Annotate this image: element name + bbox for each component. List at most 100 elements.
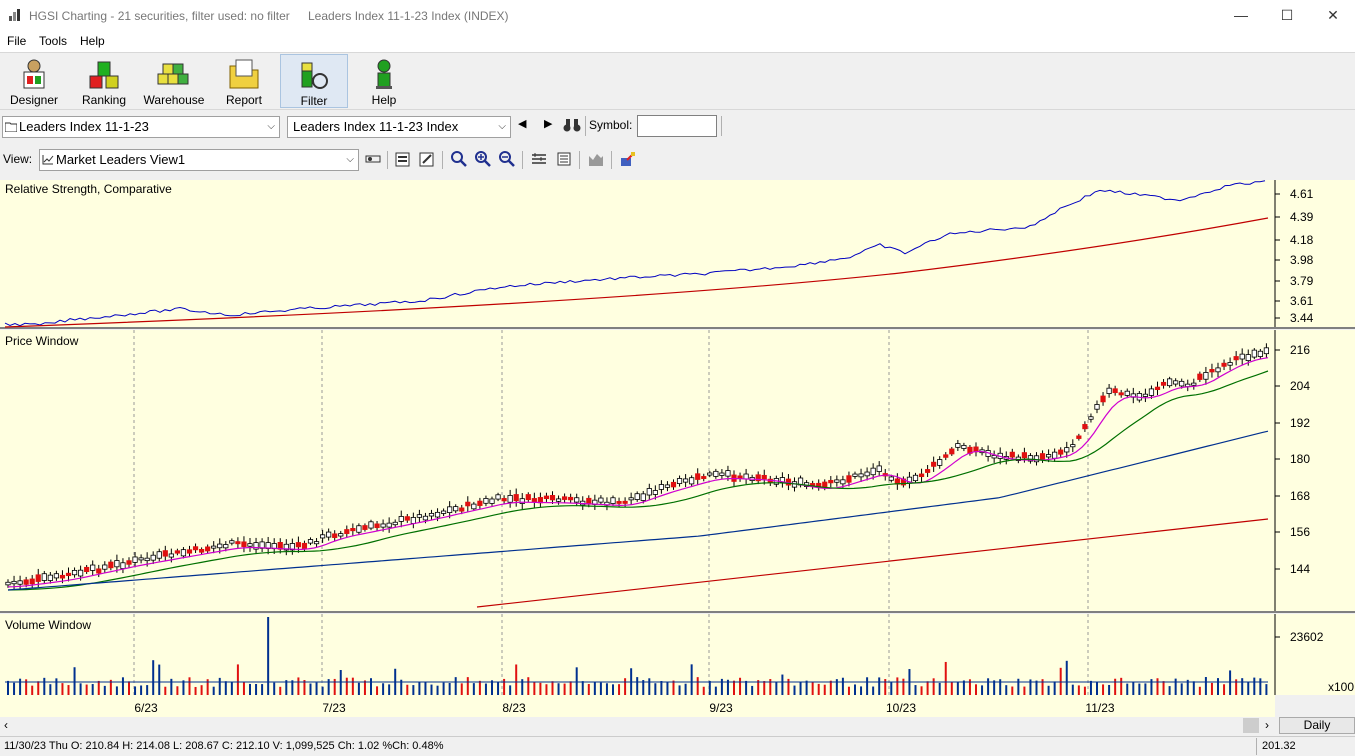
price-candle [174,550,180,554]
price-candle [652,490,658,495]
scroll-right-icon[interactable]: › [1265,718,1269,732]
price-candle [1263,347,1269,355]
selector-row: Leaders Index 11-1-23 ⌵ Leaders Index 11… [0,112,1355,140]
bar-style-icon[interactable] [530,150,548,168]
price-candle [108,561,114,569]
price-candle [555,498,562,502]
price-candle [374,523,380,529]
zoom-out-icon[interactable] [498,150,516,168]
price-candle [646,488,652,496]
help-icon [376,59,392,89]
rs-panel-title: Relative Strength, Comparative [5,182,172,196]
price-candle [198,549,205,553]
price-candle [65,572,72,577]
menu-file[interactable]: File [7,34,27,48]
price-candle [229,540,235,544]
filter-button[interactable]: Filter [280,54,348,108]
security-select[interactable]: Leaders Index 11-1-23 Index ⌵ [287,116,511,138]
price-candle [217,543,223,549]
next-icon[interactable]: ▶ [544,118,553,130]
view-select[interactable]: Market Leaders View1 ⌵ [39,149,359,171]
symbol-input[interactable] [637,115,717,137]
period-button[interactable]: Daily [1279,717,1355,734]
price-candle [1160,381,1167,386]
chart-type-icon[interactable] [587,150,605,168]
price-candle [1142,393,1148,397]
price-candle [1052,451,1058,459]
view-label: View: [3,152,33,166]
price-candle [1221,362,1227,367]
ranking-button[interactable]: Ranking [70,54,138,108]
binoculars-icon[interactable] [563,118,581,132]
zoom-in-icon[interactable] [474,150,492,168]
chart-area[interactable]: Relative Strength, Comparative Price Win… [0,177,1355,717]
x-axis [0,695,1275,717]
price-candle [144,557,150,562]
price-candle [870,467,876,476]
price-candle [398,516,404,522]
list-icon[interactable] [555,150,573,168]
view-settings-icon[interactable] [364,150,382,168]
chart-icon [42,155,54,165]
export-icon[interactable] [619,150,637,168]
price-candle [41,573,47,581]
close-button[interactable]: ✕ [1327,7,1339,23]
menu-help[interactable]: Help [80,34,105,48]
x-tick-label: 8/23 [502,701,526,715]
properties-icon[interactable] [394,150,412,168]
magnifier-icon[interactable] [450,150,468,168]
ma-fast-line [7,357,1269,588]
status-info: 11/30/23 Thu O: 210.84 H: 214.08 L: 208.… [4,740,444,752]
separator [585,116,586,136]
price-candle [211,545,217,549]
horizontal-scrollbar[interactable]: ‹ › Daily [0,717,1355,735]
price-candle [1088,416,1094,420]
price-tick-label: 180 [1290,452,1310,466]
help-button[interactable]: Help [350,54,418,108]
report-button[interactable]: Report [210,54,278,108]
price-candle [301,542,308,550]
price-candle [670,481,677,488]
price-candle [507,495,513,503]
edit-icon[interactable] [418,150,436,168]
price-tick-label: 192 [1290,416,1310,430]
list-select[interactable]: Leaders Index 11-1-23 ⌵ [2,116,280,138]
rs-tick-label: 3.79 [1290,274,1314,288]
price-candle [743,473,749,480]
price-candle [858,473,864,478]
price-candle [1112,388,1118,394]
menu-tools[interactable]: Tools [39,34,68,48]
price-candle [840,479,846,485]
price-candle [186,549,193,554]
title-bar: HGSI Charting - 21 securities, filter us… [0,0,1355,32]
price-candle [1167,378,1173,387]
price-candle [931,461,937,467]
maximize-button[interactable]: ☐ [1280,7,1294,23]
price-candle [513,494,519,502]
chevron-down-icon: ⌵ [346,154,354,165]
scroll-left-icon[interactable]: ‹ [4,718,8,732]
price-candle [1106,387,1112,394]
price-candle [35,574,41,582]
warehouse-button[interactable]: Warehouse [140,54,208,108]
price-candle [289,543,295,551]
price-candle [912,474,919,482]
x-tick-label: 11/23 [1085,701,1114,715]
price-tick-label: 156 [1290,525,1310,539]
chevron-down-icon: ⌵ [267,121,275,132]
minimize-button[interactable]: — [1234,7,1248,23]
price-candle [241,541,247,547]
price-candle [1094,404,1100,410]
price-candle [707,472,713,476]
price-candle [1179,380,1185,387]
price-candle [1251,349,1257,358]
separator [1256,738,1257,755]
rs-axis [1275,180,1355,327]
designer-button[interactable]: Designer [0,54,68,108]
previous-icon[interactable]: ◀ [518,118,527,130]
price-candle [525,494,531,501]
chevron-down-icon: ⌵ [498,121,506,132]
price-candle [17,580,23,585]
scroll-thumb[interactable] [1243,718,1259,733]
price-panel-title: Price Window [5,334,79,348]
